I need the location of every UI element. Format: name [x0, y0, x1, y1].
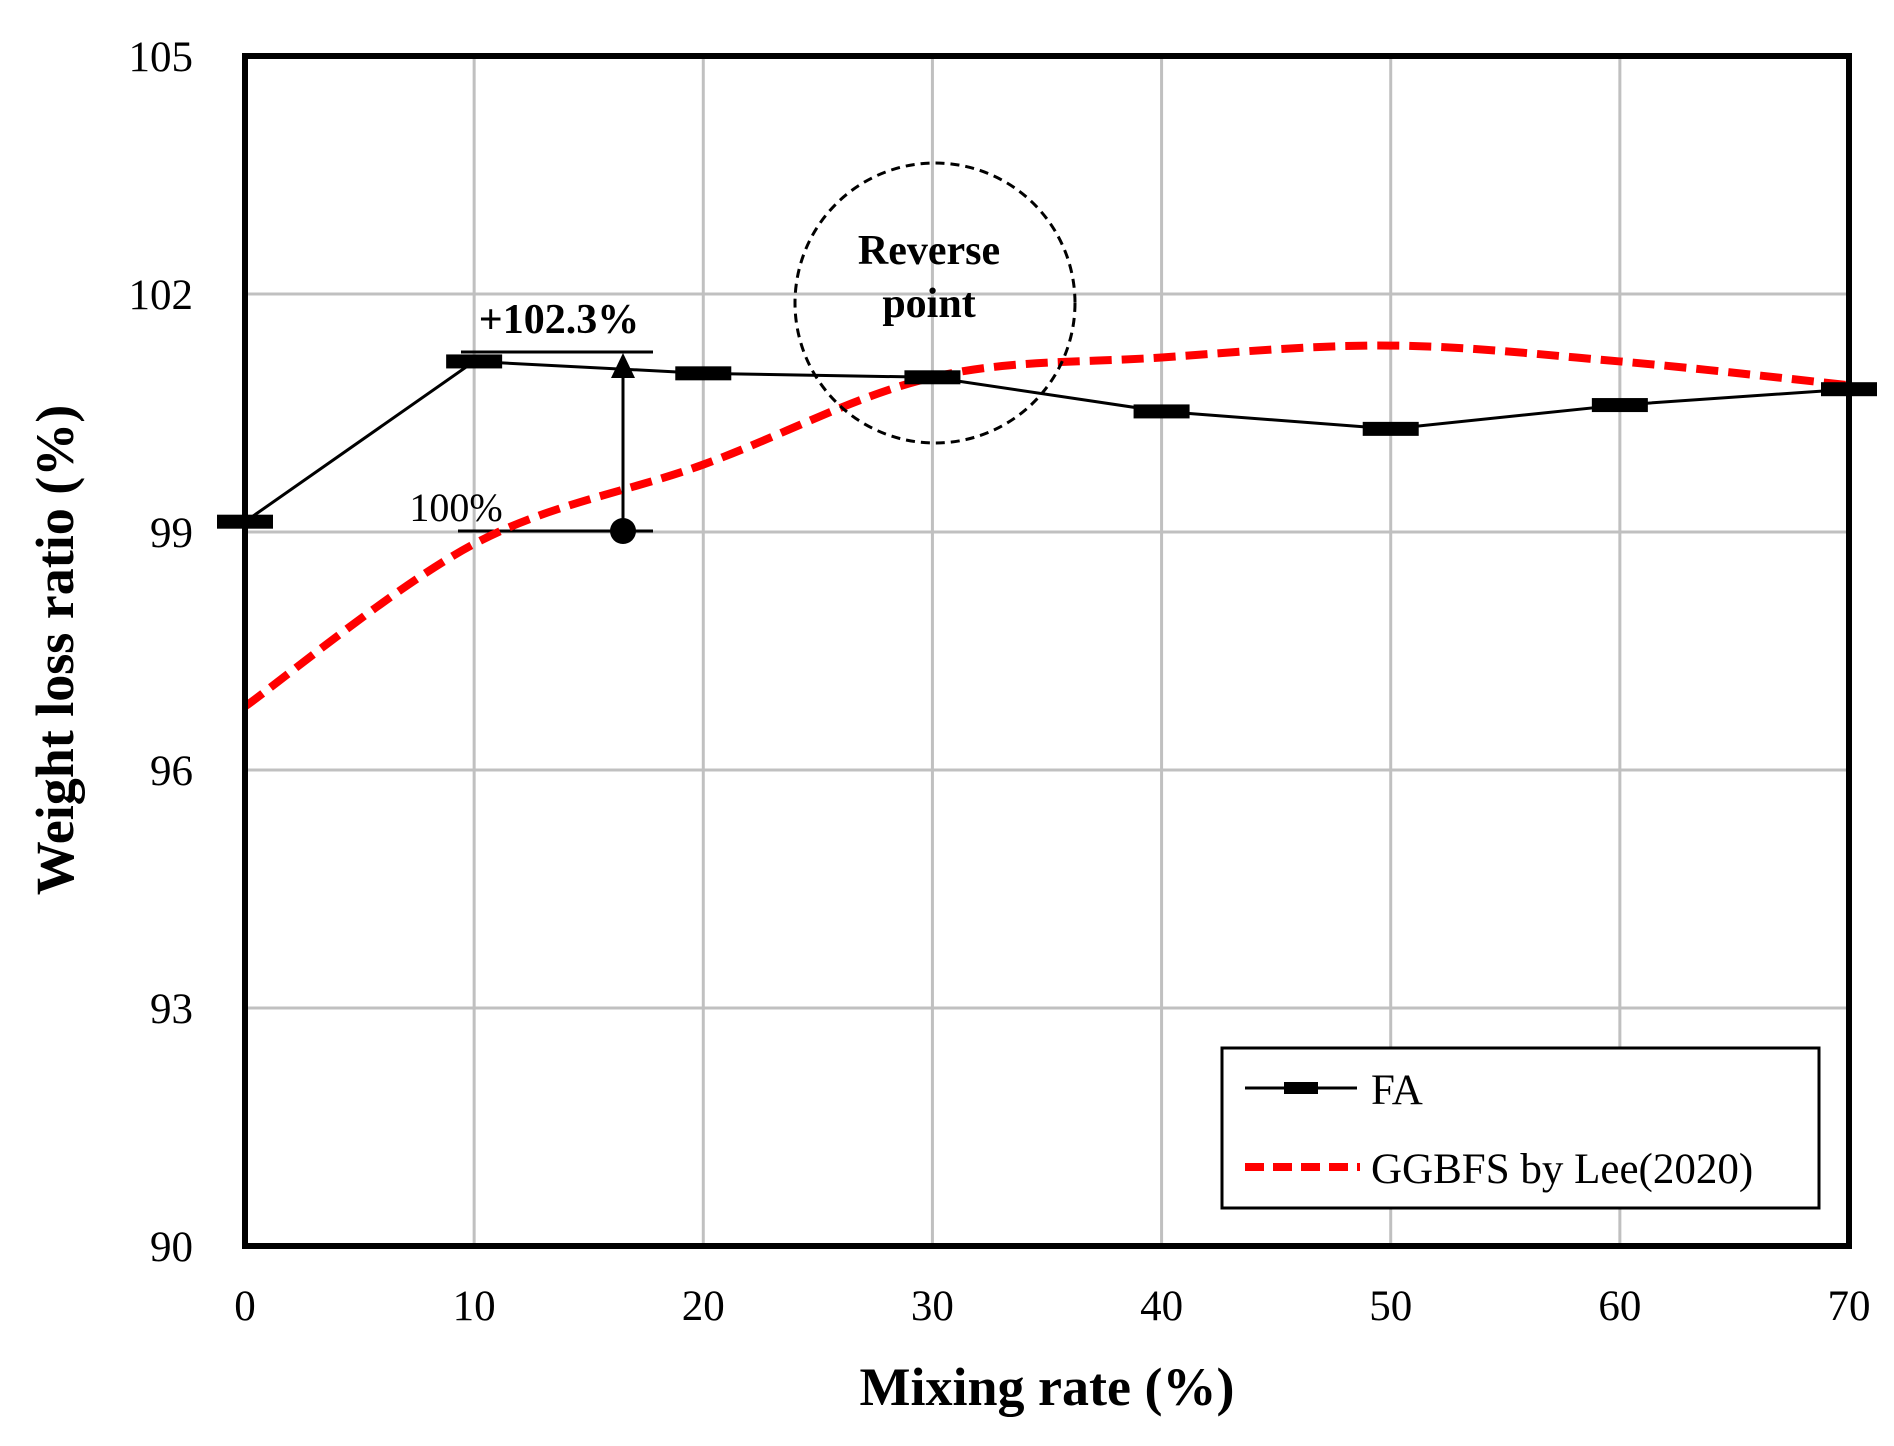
plot-frame — [242, 53, 1852, 1249]
fa-marker-50 — [1362, 421, 1419, 436]
x-tick-label-50: 50 — [1369, 1283, 1412, 1330]
reverse-point-label-line2: point — [882, 281, 975, 327]
x-tick-label-60: 60 — [1598, 1283, 1641, 1330]
fa-marker-40 — [1133, 404, 1190, 419]
x-tick-label-20: 20 — [682, 1283, 725, 1330]
series-fa — [217, 354, 1877, 529]
x-tick-label-70: 70 — [1828, 1283, 1871, 1330]
fa-marker-30 — [904, 370, 961, 385]
y-tick-label-90: 90 — [150, 1224, 193, 1271]
reverse-point-label-line1: Reverse — [858, 228, 1000, 274]
reverse-point-annotation: Reverse point — [793, 161, 1077, 445]
x-tick-label-40: 40 — [1140, 1283, 1183, 1330]
legend-fa-label: FA — [1371, 1067, 1423, 1114]
y-tick-label-96: 96 — [150, 748, 193, 795]
y-tick-label-102: 102 — [129, 272, 194, 319]
fa-marker-20 — [675, 366, 732, 381]
grid — [245, 56, 1849, 1246]
y-axis-title: Weight loss ratio (%) — [25, 405, 85, 895]
x-axis-title: Mixing rate (%) — [860, 1357, 1235, 1417]
fa-marker-10 — [446, 354, 503, 369]
x-tick-label-30: 30 — [911, 1283, 954, 1330]
series-ggbfs — [242, 341, 1850, 710]
annotations: +102.3% 100% — [409, 297, 653, 544]
y-tick-label-105: 105 — [129, 34, 194, 81]
increase-label: +102.3% — [479, 297, 639, 343]
base-label: 100% — [409, 485, 502, 530]
legend: FA GGBFS by Lee(2020) — [1220, 1046, 1821, 1210]
y-tick-label-93: 93 — [150, 986, 193, 1033]
ggbfs-line — [242, 341, 1850, 710]
x-tick-label-10: 10 — [453, 1283, 496, 1330]
fa-marker-60 — [1591, 398, 1648, 413]
reverse-point-circle — [793, 161, 1077, 445]
x-tick-label-0: 0 — [234, 1283, 256, 1330]
legend-box — [1220, 1046, 1821, 1210]
base-dot — [610, 518, 636, 544]
legend-ggbfs-label: GGBFS by Lee(2020) — [1371, 1146, 1753, 1193]
y-tick-label-99: 99 — [150, 510, 193, 557]
fa-line — [244, 359, 1850, 523]
legend-fa-marker — [1284, 1082, 1318, 1094]
x-tick-labels: 0 10 20 30 40 50 60 70 — [234, 1283, 1870, 1330]
arrow-up-icon — [611, 353, 635, 378]
y-tick-labels: 90 93 96 99 102 105 — [129, 34, 194, 1271]
